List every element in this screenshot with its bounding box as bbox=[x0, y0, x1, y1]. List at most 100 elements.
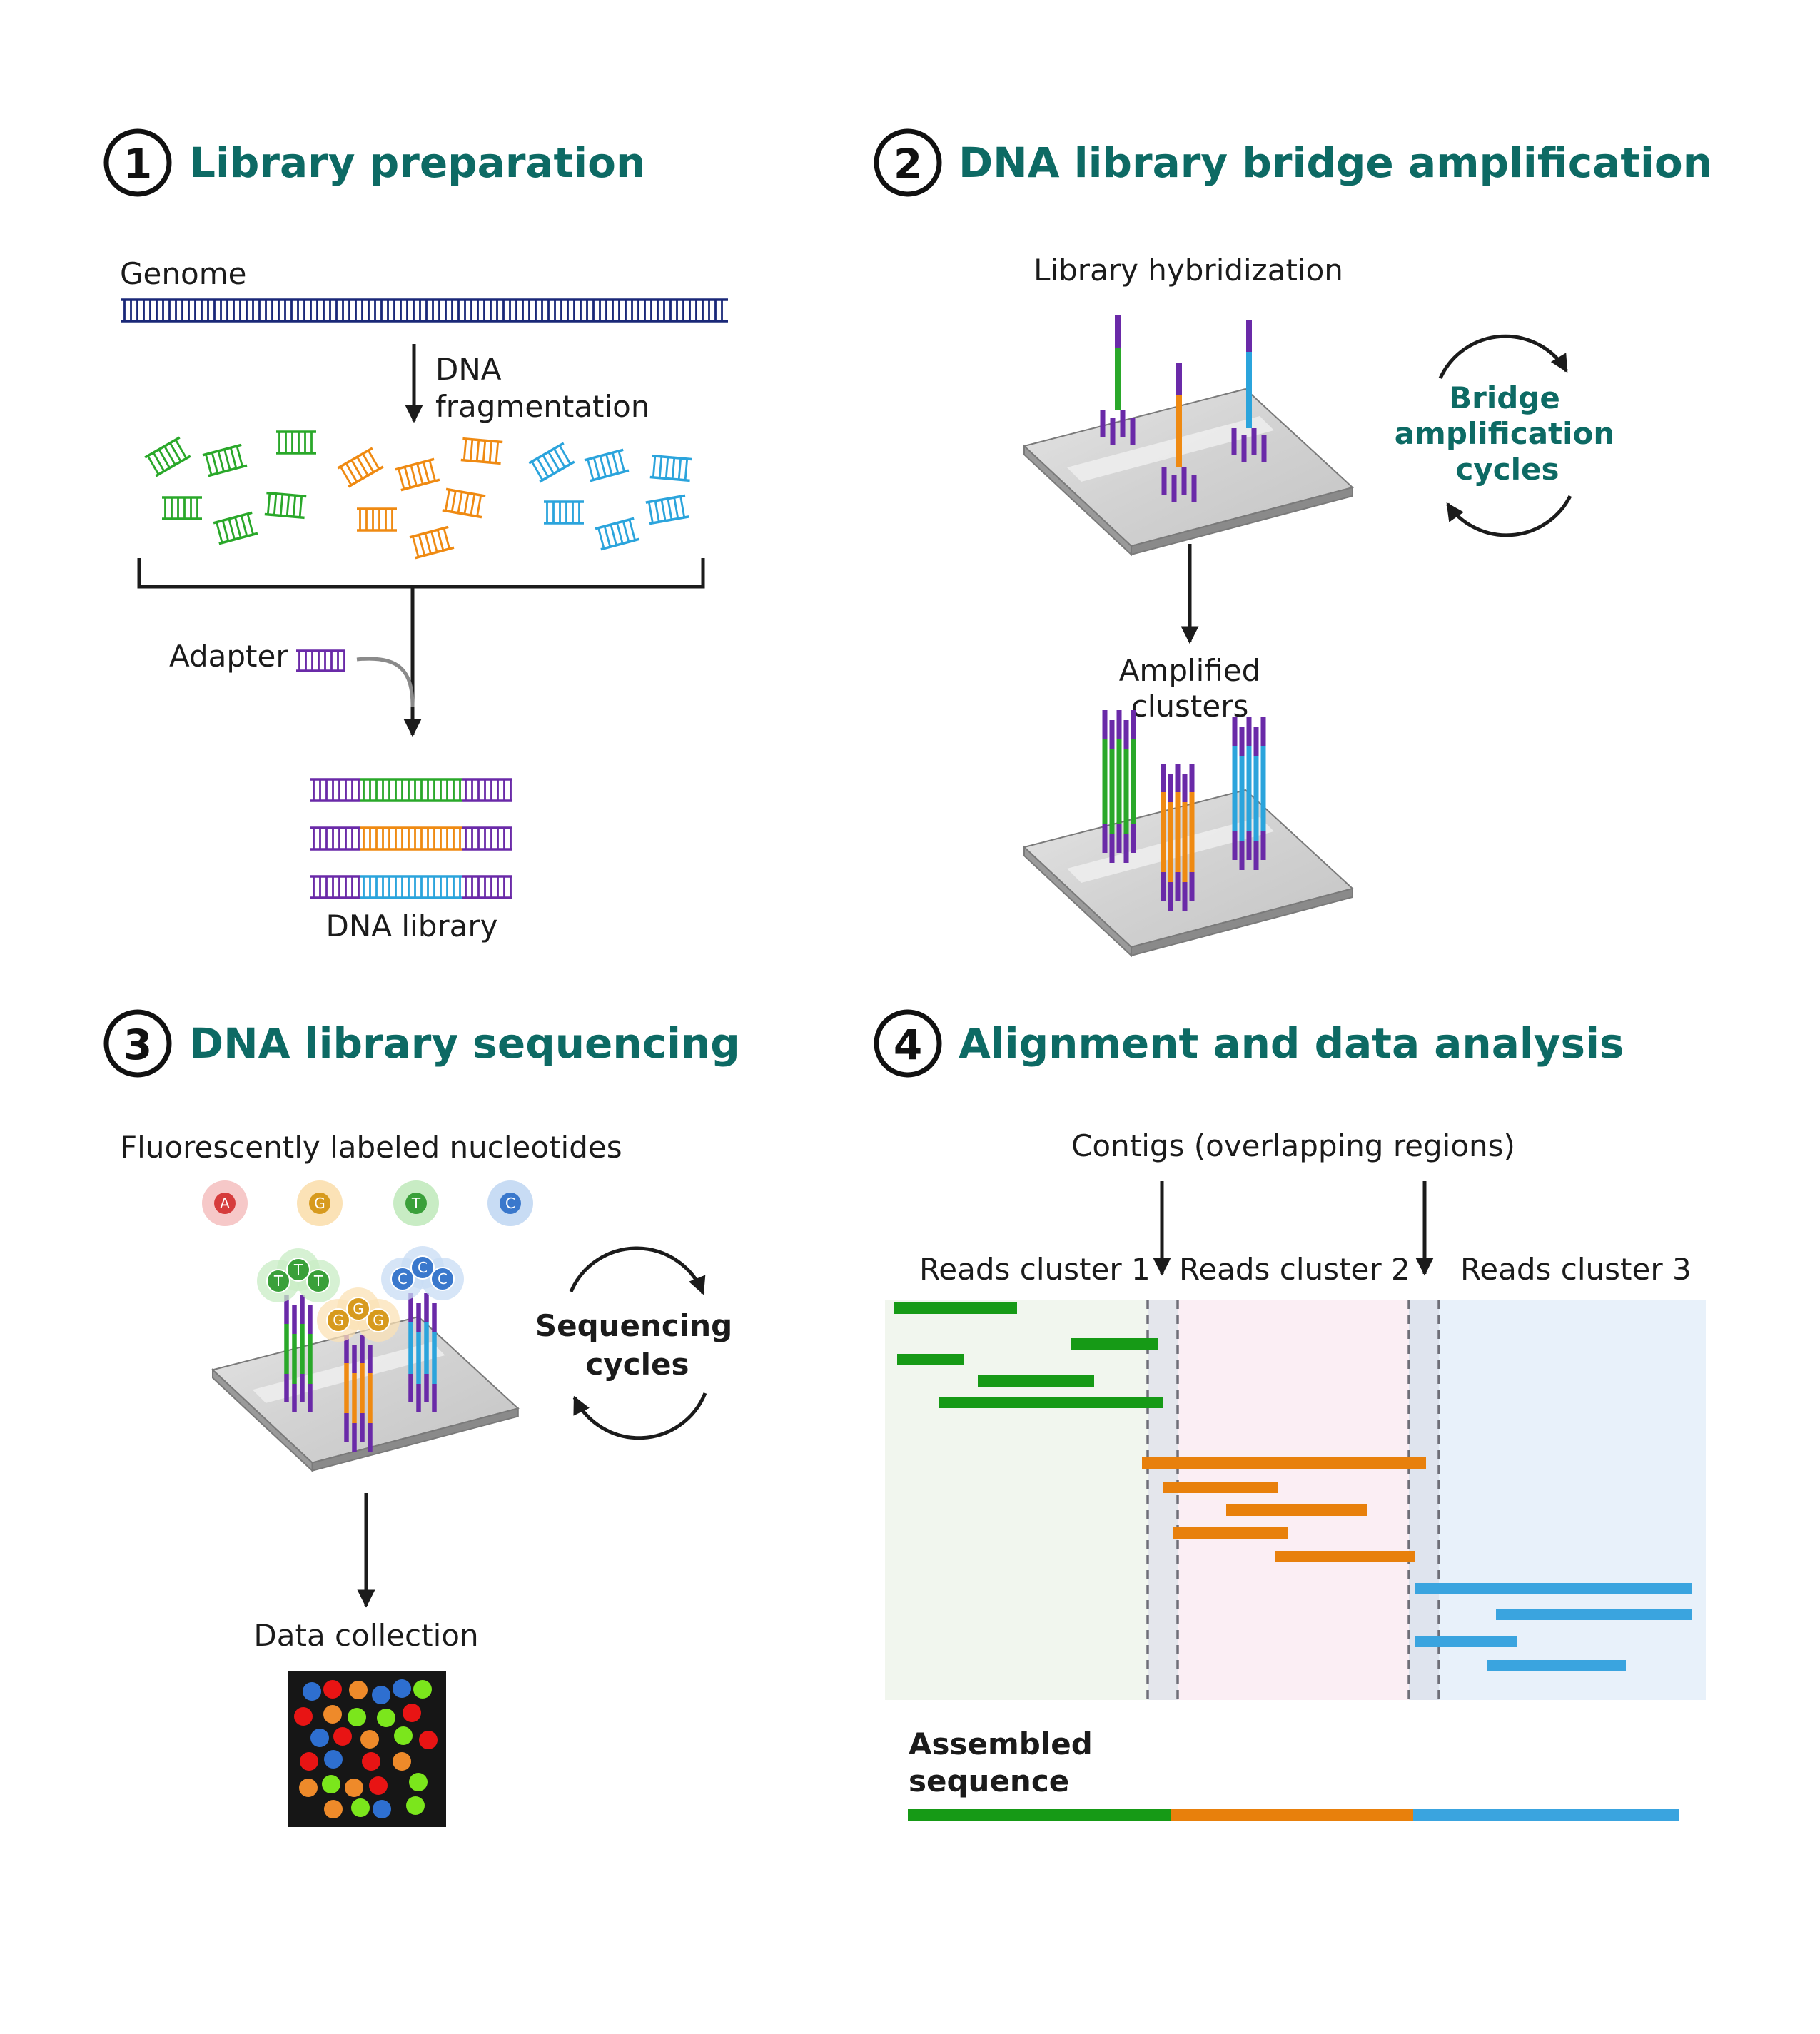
rung bbox=[436, 529, 445, 551]
fluor-letter: T bbox=[313, 1272, 323, 1290]
fragment-ladder bbox=[162, 496, 202, 520]
fluorescent-spot bbox=[349, 1681, 368, 1699]
fluor-label-icon bbox=[366, 1308, 390, 1332]
fluorescent-spot bbox=[377, 1709, 395, 1727]
rail bbox=[409, 525, 449, 539]
dna-fragment bbox=[162, 496, 202, 520]
fluor-letter: T bbox=[293, 1261, 303, 1278]
sequencing-read bbox=[1275, 1551, 1415, 1562]
fragment-ladder bbox=[460, 437, 503, 465]
adapter-segment bbox=[310, 778, 360, 802]
dna-fragments bbox=[144, 430, 692, 560]
rung bbox=[240, 515, 248, 537]
slide-edge bbox=[1131, 887, 1353, 957]
rung bbox=[616, 522, 624, 544]
rung bbox=[558, 445, 572, 465]
adapter-segment bbox=[462, 875, 512, 899]
sequencing-cycle-arrows bbox=[569, 1246, 707, 1440]
step-number-badge bbox=[103, 1009, 172, 1078]
amplified-label-line2: clusters bbox=[1131, 689, 1249, 724]
genome-label: Genome bbox=[120, 256, 246, 291]
cluster-1-region bbox=[885, 1300, 1148, 1700]
strand-cluster bbox=[1232, 717, 1266, 870]
contigs-label: Contigs (overlapping regions) bbox=[1071, 1128, 1515, 1163]
rail bbox=[652, 454, 692, 461]
rung bbox=[617, 450, 626, 472]
sequencing-read bbox=[894, 1302, 1017, 1314]
rung bbox=[367, 450, 380, 470]
rail bbox=[348, 465, 384, 488]
nucleotide-t-icon: T bbox=[393, 1180, 439, 1226]
hybridized-strand bbox=[1161, 363, 1197, 502]
rung bbox=[292, 495, 297, 517]
rung bbox=[547, 451, 560, 471]
rung bbox=[587, 459, 595, 480]
rail bbox=[442, 509, 482, 519]
fluorescent-spot bbox=[322, 1775, 340, 1793]
fluor-label-icon bbox=[390, 1267, 415, 1291]
rail bbox=[415, 546, 455, 560]
rung bbox=[146, 455, 160, 475]
fragment-ladder bbox=[213, 511, 258, 545]
adapter-segment bbox=[310, 875, 360, 899]
fluorescent-spot bbox=[393, 1752, 411, 1771]
rung bbox=[416, 463, 424, 485]
contig-boundaries bbox=[1146, 1300, 1440, 1700]
assembled-label-line1: Assembled bbox=[909, 1726, 1093, 1761]
rung bbox=[652, 455, 657, 478]
fluor-label-icon bbox=[306, 1269, 330, 1293]
fluorescent-spot bbox=[310, 1729, 329, 1747]
rung bbox=[450, 490, 457, 512]
rung bbox=[592, 457, 601, 479]
rung bbox=[553, 448, 566, 468]
rung bbox=[350, 460, 363, 480]
fragment-ladder bbox=[264, 491, 307, 520]
rung bbox=[412, 536, 420, 557]
fluor-label-icon bbox=[326, 1308, 350, 1332]
rung bbox=[398, 468, 405, 490]
rung bbox=[266, 492, 271, 515]
rung bbox=[605, 454, 613, 475]
fragment-ladder bbox=[595, 517, 640, 551]
rung bbox=[234, 517, 242, 538]
library-strand bbox=[310, 778, 512, 802]
rung bbox=[422, 461, 430, 483]
rung bbox=[217, 450, 225, 472]
fragment-ladder bbox=[276, 430, 316, 455]
flow-cell-slide-sequencing bbox=[211, 1315, 520, 1473]
nucleotide-a-icon: A bbox=[202, 1180, 248, 1226]
bridge-cycles-label-line1: Bridge bbox=[1449, 380, 1560, 415]
bridge-cycle-arrows bbox=[1438, 334, 1572, 537]
sequencing-cycles-label-line2: cycles bbox=[585, 1347, 689, 1382]
rung bbox=[443, 527, 451, 550]
rung bbox=[356, 456, 369, 476]
rung bbox=[273, 493, 278, 515]
fluorescent-spot bbox=[345, 1779, 363, 1797]
rung bbox=[597, 527, 605, 549]
dna-fragment bbox=[144, 436, 191, 477]
dna-fragment bbox=[645, 494, 689, 525]
step-number: 1 bbox=[123, 140, 152, 188]
rung bbox=[298, 495, 303, 517]
dna-fragment bbox=[442, 487, 486, 519]
rung bbox=[174, 439, 188, 459]
dna-fragment bbox=[357, 507, 397, 532]
rung bbox=[475, 440, 480, 462]
aligned-reads bbox=[894, 1302, 1692, 1671]
cluster-3-region bbox=[1409, 1300, 1706, 1700]
rung bbox=[470, 494, 476, 516]
fluor-letter: G bbox=[333, 1312, 344, 1329]
rail bbox=[462, 437, 503, 444]
rung bbox=[664, 457, 669, 479]
rung bbox=[542, 455, 555, 475]
rung bbox=[403, 466, 412, 488]
flow-cell-slide-amplified bbox=[1022, 789, 1355, 958]
rail bbox=[202, 443, 242, 457]
sequencing-read bbox=[1226, 1504, 1367, 1516]
panel-bridge-amplification: 2 DNA library bridge amplification Libra… bbox=[874, 128, 1712, 958]
fluorescent-spots bbox=[294, 1679, 438, 1818]
rung bbox=[424, 532, 432, 555]
assembled-sequence-bar bbox=[908, 1809, 1679, 1821]
adapter-segment bbox=[310, 826, 360, 851]
sequencing-read bbox=[1487, 1660, 1626, 1671]
